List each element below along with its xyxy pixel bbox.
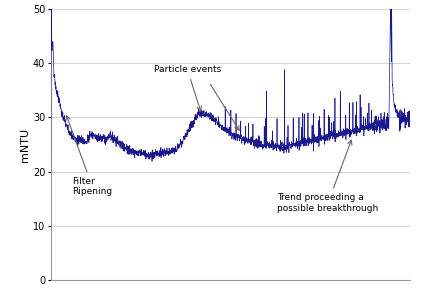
Text: Filter
Ripening: Filter Ripening bbox=[66, 116, 113, 196]
Y-axis label: mNTU: mNTU bbox=[20, 128, 30, 162]
Text: Particle events: Particle events bbox=[154, 65, 221, 111]
Text: Trend proceeding a
possible breakthrough: Trend proceeding a possible breakthrough bbox=[277, 140, 379, 213]
